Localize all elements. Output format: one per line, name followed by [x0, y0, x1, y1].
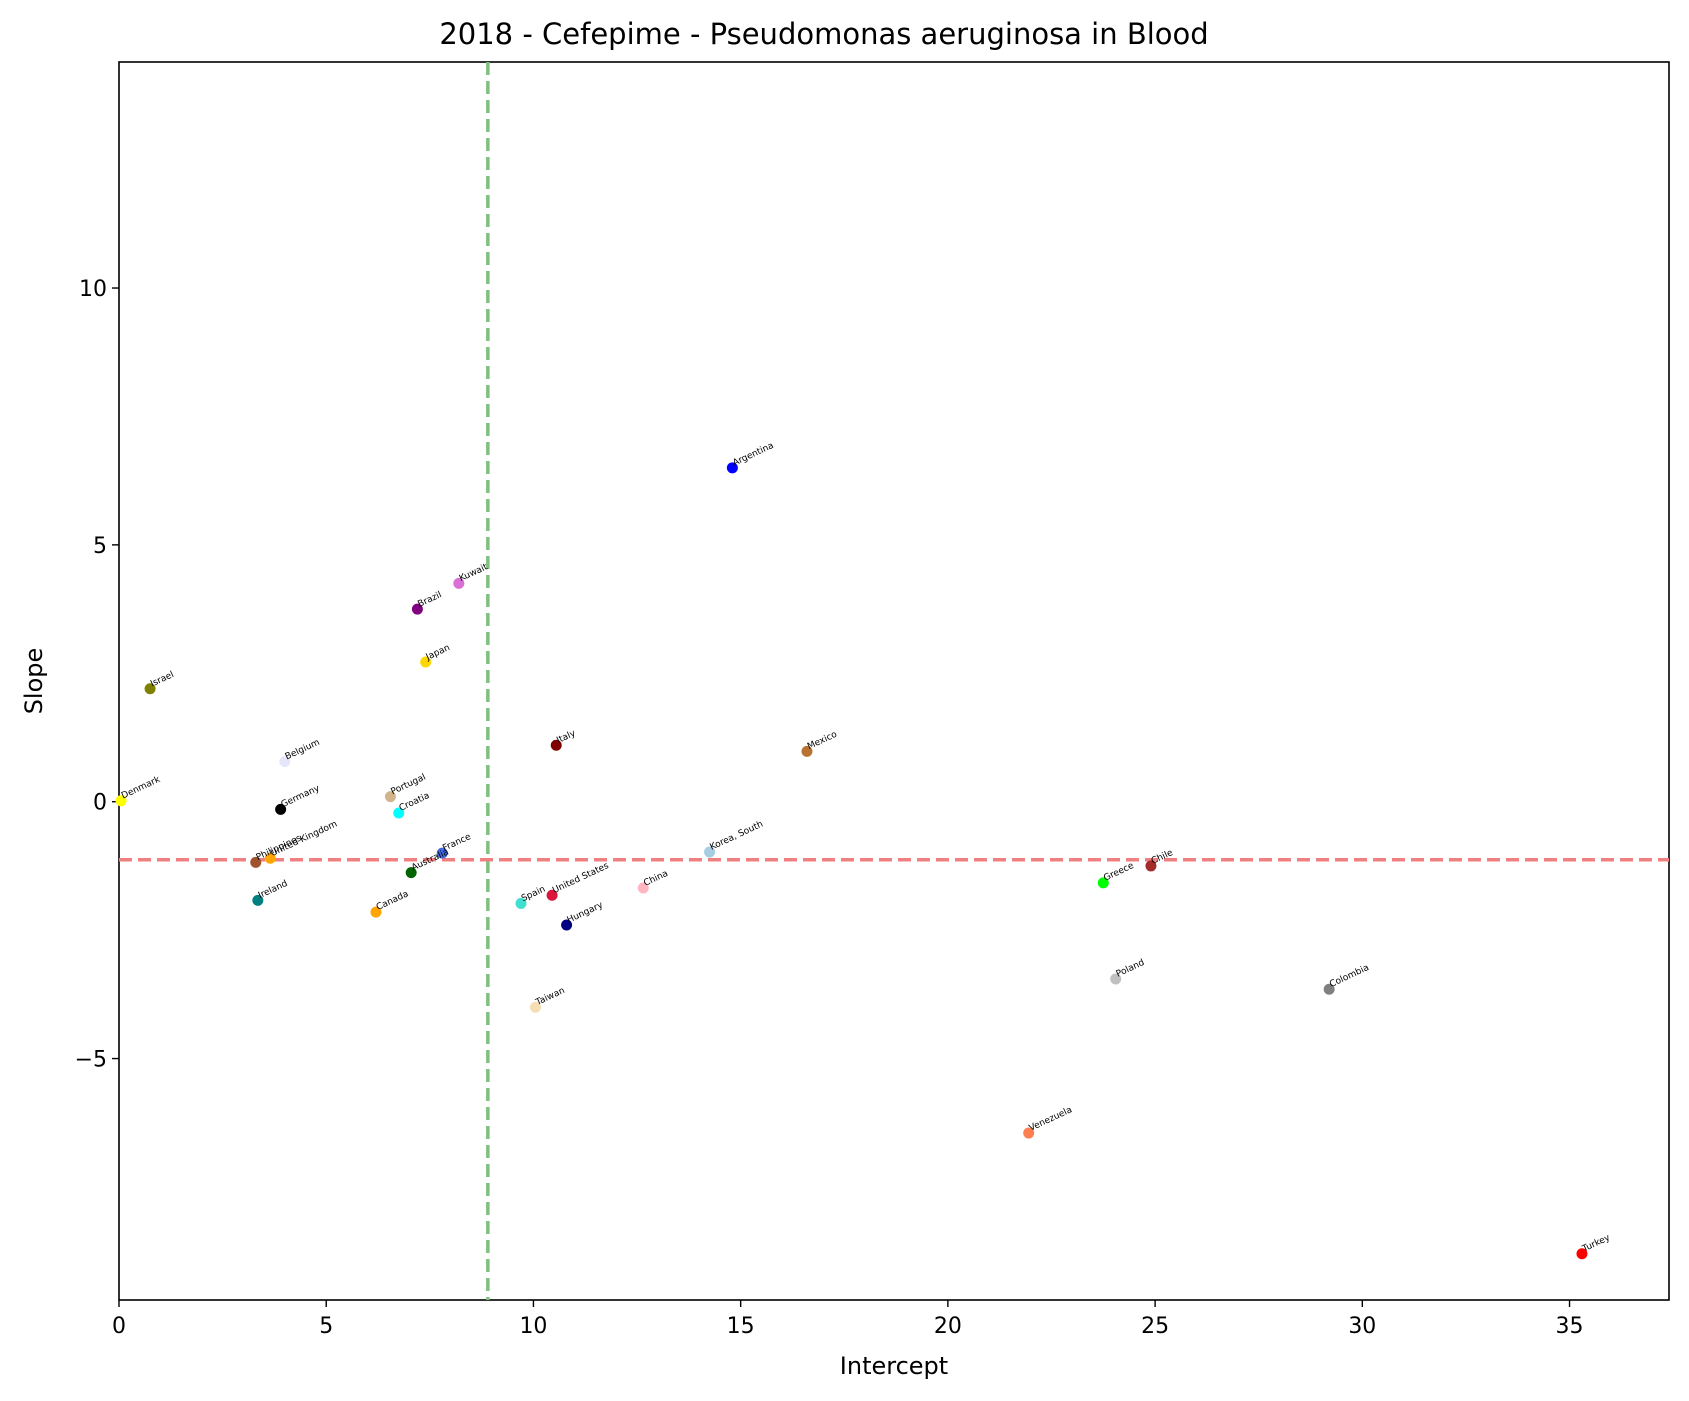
data-point-label: Canada — [375, 889, 410, 913]
data-point-label: Kuwait — [458, 562, 490, 584]
data-point — [1323, 983, 1335, 995]
data-point — [264, 852, 276, 864]
data-point — [1576, 1248, 1588, 1260]
data-point-label: Brazil — [416, 590, 443, 610]
data-point-label: Mexico — [806, 730, 839, 753]
data-point — [436, 847, 448, 859]
data-point — [637, 882, 649, 894]
data-point — [1145, 860, 1157, 872]
data-point-label: Turkey — [1580, 1233, 1612, 1255]
data-point — [801, 745, 813, 757]
x-axis: 0 5 10 15 20 25 30 35 — [112, 1300, 1584, 1339]
x-tick-label: 15 — [727, 1314, 755, 1339]
data-points — [115, 462, 1588, 1260]
data-point-label: Belgium — [284, 738, 322, 763]
data-point — [550, 739, 562, 751]
x-tick-label: 20 — [934, 1314, 962, 1339]
data-point — [393, 807, 405, 819]
data-point — [115, 795, 127, 807]
data-point — [1110, 973, 1122, 985]
data-point-label: Chile — [1150, 848, 1175, 867]
y-tick-label: 0 — [93, 791, 107, 816]
data-point — [515, 897, 527, 909]
data-point-label: Japan — [424, 643, 452, 663]
data-point — [252, 894, 264, 906]
data-point-label: Italy — [555, 728, 578, 746]
reference-lines — [119, 62, 1669, 1300]
data-point — [1097, 877, 1109, 889]
data-point-label: China — [642, 869, 670, 889]
data-point — [250, 856, 262, 868]
data-point-label: Israel — [149, 670, 176, 689]
data-point-label: Germany — [280, 783, 322, 810]
data-point-label: Colombia — [1328, 963, 1371, 990]
x-tick-label: 0 — [112, 1314, 126, 1339]
data-point-label: Spain — [520, 884, 547, 904]
plot-area — [118, 61, 1670, 1301]
data-point — [384, 791, 396, 803]
y-tick-label: 5 — [93, 534, 107, 559]
data-point-labels: Argentina Kuwait Brazil Japan Israel Italy Mex… — [120, 441, 1612, 1255]
data-point-label: Ireland — [257, 879, 289, 901]
data-point-label: Greece — [1102, 861, 1136, 884]
x-tick-label: 30 — [1348, 1314, 1376, 1339]
data-point — [546, 889, 558, 901]
data-point-label: Denmark — [120, 775, 162, 802]
data-point — [561, 919, 573, 931]
data-point — [279, 756, 291, 768]
x-tick-label: 10 — [519, 1314, 547, 1339]
data-point — [453, 577, 465, 589]
data-point-label: Taiwan — [534, 986, 567, 1008]
y-axis: −5 0 5 10 — [75, 277, 119, 1073]
data-point-label: Argentina — [731, 441, 775, 469]
x-axis-label: Intercept — [840, 1352, 948, 1380]
data-point — [726, 462, 738, 474]
data-point — [275, 803, 287, 815]
data-point — [405, 867, 417, 879]
data-point — [530, 1001, 542, 1013]
x-tick-label: 35 — [1556, 1314, 1584, 1339]
data-point — [704, 846, 716, 858]
y-tick-label: 10 — [79, 277, 107, 302]
data-point-label: United States — [551, 861, 611, 896]
y-tick-label: −5 — [75, 1048, 107, 1073]
data-point — [420, 656, 432, 668]
x-tick-label: 25 — [1141, 1314, 1169, 1339]
data-point-label: Korea, South — [709, 819, 765, 852]
data-point-label: Venezuela — [1028, 1105, 1074, 1134]
data-point — [1023, 1127, 1035, 1139]
x-tick-label: 5 — [319, 1314, 333, 1339]
y-axis-label: Slope — [20, 648, 48, 715]
data-point — [370, 906, 382, 918]
data-point-label: Poland — [1115, 958, 1146, 980]
data-point — [144, 683, 156, 695]
chart-title: 2018 - Cefepime - Pseudomonas aeruginosa… — [439, 17, 1208, 51]
data-point-label: Hungary — [566, 900, 606, 926]
data-point — [411, 603, 423, 615]
data-point-label: Croatia — [398, 791, 432, 814]
